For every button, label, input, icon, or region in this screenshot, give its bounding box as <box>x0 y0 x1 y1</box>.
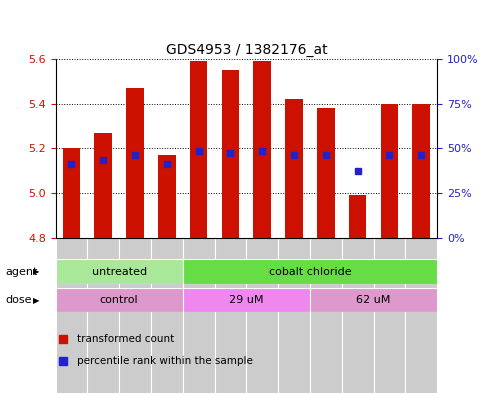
Text: 29 uM: 29 uM <box>229 295 264 305</box>
Bar <box>222 70 239 238</box>
Bar <box>349 195 367 238</box>
Bar <box>56 288 183 312</box>
FancyBboxPatch shape <box>119 238 151 393</box>
FancyBboxPatch shape <box>246 238 278 393</box>
Bar <box>126 88 144 238</box>
Text: cobalt chloride: cobalt chloride <box>269 266 351 277</box>
Bar <box>310 288 437 312</box>
FancyBboxPatch shape <box>87 238 119 393</box>
FancyBboxPatch shape <box>183 238 214 393</box>
Text: 62 uM: 62 uM <box>356 295 391 305</box>
Bar <box>381 104 398 238</box>
Bar <box>317 108 335 238</box>
Text: dose: dose <box>6 295 32 305</box>
Text: transformed count: transformed count <box>76 334 174 344</box>
FancyBboxPatch shape <box>278 238 310 393</box>
Bar <box>254 61 271 238</box>
FancyBboxPatch shape <box>214 238 246 393</box>
FancyBboxPatch shape <box>56 238 87 393</box>
Bar <box>63 148 80 238</box>
Text: agent: agent <box>6 266 38 277</box>
FancyBboxPatch shape <box>151 238 183 393</box>
Bar <box>183 288 310 312</box>
Bar <box>285 99 303 238</box>
Title: GDS4953 / 1382176_at: GDS4953 / 1382176_at <box>166 42 327 57</box>
Bar <box>412 104 430 238</box>
FancyBboxPatch shape <box>373 238 405 393</box>
Text: untreated: untreated <box>92 266 147 277</box>
Text: percentile rank within the sample: percentile rank within the sample <box>76 356 253 366</box>
Bar <box>190 61 207 238</box>
Text: ▶: ▶ <box>33 296 40 305</box>
Bar <box>183 259 437 284</box>
Bar <box>158 155 176 238</box>
FancyBboxPatch shape <box>405 238 437 393</box>
Text: control: control <box>100 295 139 305</box>
FancyBboxPatch shape <box>310 238 342 393</box>
Bar <box>56 259 183 284</box>
Text: ▶: ▶ <box>33 267 40 276</box>
Bar <box>95 133 112 238</box>
FancyBboxPatch shape <box>342 238 373 393</box>
